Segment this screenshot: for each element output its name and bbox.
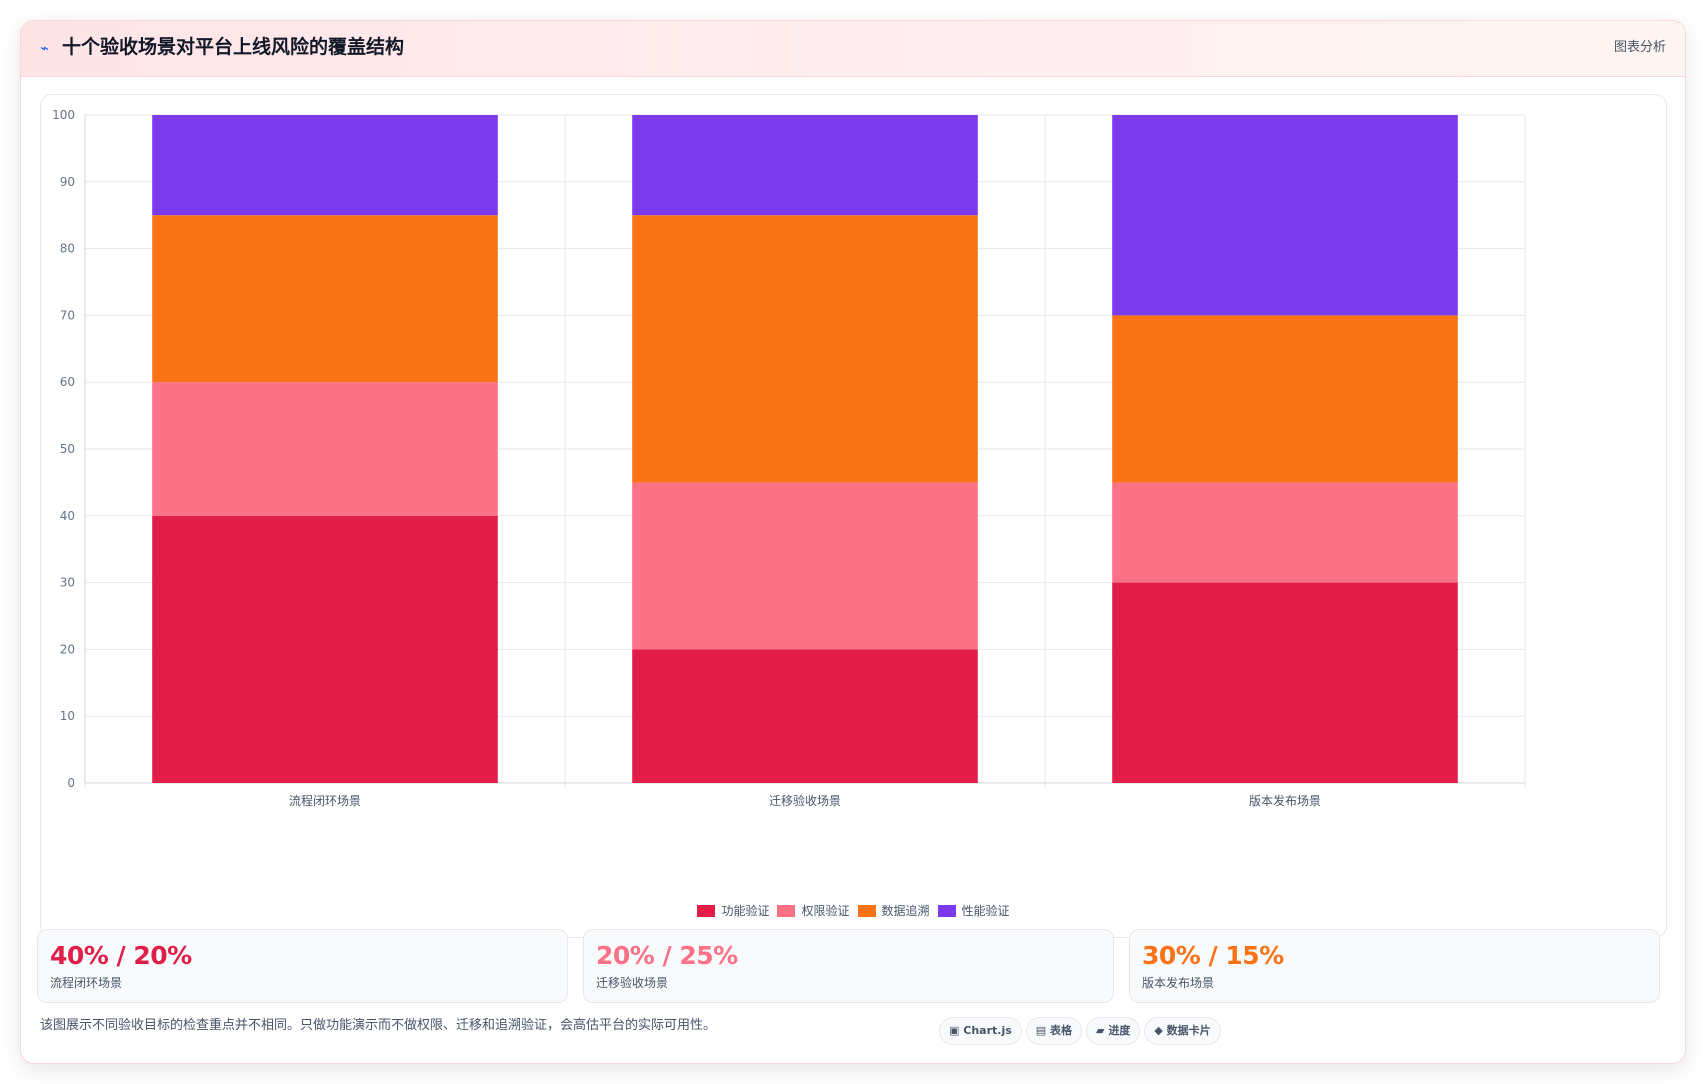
chip-label: 进度 (1108, 1024, 1131, 1037)
y-tick-label: 100 (52, 108, 75, 122)
stat-value: 20% / 25% (596, 941, 738, 970)
stat-card-flow: 40% / 20% 流程闭环场景 (37, 929, 568, 1003)
legend-swatch (857, 905, 876, 917)
bar-segment (1112, 115, 1458, 316)
stat-card-release: 30% / 15% 版本发布场景 (1129, 929, 1660, 1003)
y-tick-label: 70 (60, 308, 75, 322)
chart-card: ⌁ 十个验收场景对平台上线风险的覆盖结构 图表分析 0 10 20 30 40 50 60 7… (20, 20, 1686, 1064)
bar-segment (152, 115, 498, 216)
chip-data-card[interactable]: ◆ 数据卡片 (1144, 1017, 1221, 1045)
y-tick-label: 60 (60, 375, 75, 389)
tool-chips: ▣ Chart.js ▤ 表格 ▰ 进度 ◆ 数据卡片 (939, 1017, 1225, 1045)
y-tick-label: 50 (60, 442, 75, 456)
y-tick-label: 30 (60, 576, 75, 590)
diamond-icon: ◆ (1154, 1024, 1163, 1037)
chip-table[interactable]: ▤ 表格 (1025, 1017, 1083, 1045)
chart-note: 该图展示不同验收目标的检查重点并不相同。只做功能演示而不做权限、迁移和追溯验证，… (40, 1018, 717, 1033)
legend-item[interactable]: 功能验证 (697, 902, 769, 920)
chip-label: 表格 (1050, 1024, 1073, 1037)
bolt-icon: ⌁ (40, 39, 50, 57)
bar-segment (1112, 315, 1458, 483)
progress-icon: ▰ (1096, 1024, 1105, 1037)
y-tick-label: 80 (60, 242, 75, 256)
bar-segment (1112, 482, 1458, 583)
chip-progress[interactable]: ▰ 进度 (1086, 1017, 1141, 1045)
table-icon: ▤ (1035, 1024, 1047, 1037)
stacked-bar-chart: 0 10 20 30 40 50 60 70 80 90 100 流程闭环场景 迁移验收场景 版本发布场景 (52, 108, 1526, 808)
legend-swatch (697, 905, 716, 917)
chart-panel: 0 10 20 30 40 50 60 70 80 90 100 流程闭环场景 迁移验收场景 版本发布场景… (40, 94, 1667, 938)
bar-segment (1112, 582, 1458, 783)
x-tick-label: 迁移验收场景 (769, 793, 841, 808)
legend-item[interactable]: 性能验证 (937, 902, 1010, 920)
bar-segment (632, 115, 978, 216)
bar-segment (632, 215, 978, 483)
stat-value: 30% / 15% (1142, 941, 1284, 970)
chip-label: Chart.js (963, 1024, 1012, 1037)
legend-item[interactable]: 数据追溯 (857, 902, 930, 920)
bar-segment (152, 382, 498, 516)
stat-card-migration: 20% / 25% 迁移验收场景 (583, 929, 1114, 1003)
stat-label: 流程闭环场景 (50, 976, 123, 990)
bar-segment (632, 649, 978, 783)
y-tick-label: 10 (60, 709, 75, 723)
legend-label: 权限验证 (801, 904, 850, 918)
bar-segment (632, 482, 978, 650)
card-header: ⌁ 十个验收场景对平台上线风险的覆盖结构 图表分析 (21, 21, 1685, 77)
stat-value: 40% / 20% (50, 941, 192, 970)
legend-label: 数据追溯 (881, 904, 930, 918)
chip-chartjs[interactable]: ▣ Chart.js (939, 1017, 1022, 1045)
y-tick-label: 90 (60, 175, 75, 189)
chart-legend: 功能验证 权限验证 数据追溯 性能验证 (41, 902, 1666, 920)
chart-icon: ▣ (949, 1024, 960, 1037)
y-tick-label: 20 (60, 642, 75, 656)
chip-label: 数据卡片 (1166, 1024, 1211, 1037)
chart-analysis-link[interactable]: 图表分析 (1613, 40, 1666, 55)
x-tick-label: 流程闭环场景 (289, 793, 361, 808)
y-tick-label: 0 (67, 776, 75, 790)
legend-label: 性能验证 (961, 904, 1010, 918)
y-tick-label: 40 (60, 509, 75, 523)
bar-segment (152, 215, 498, 383)
chart-title: 十个验收场景对平台上线风险的覆盖结构 (62, 36, 405, 58)
legend-swatch (777, 905, 796, 917)
x-tick-label: 版本发布场景 (1249, 793, 1321, 808)
stat-label: 迁移验收场景 (596, 976, 669, 990)
legend-label: 功能验证 (721, 904, 770, 918)
legend-swatch (937, 905, 956, 917)
legend-item[interactable]: 权限验证 (777, 902, 850, 920)
bar-segment (152, 515, 498, 783)
stat-label: 版本发布场景 (1142, 976, 1215, 990)
